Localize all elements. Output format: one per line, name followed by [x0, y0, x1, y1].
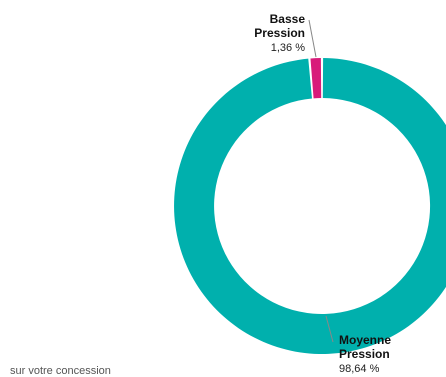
slice-value-moyenne: 98,64 % — [339, 363, 380, 375]
label-moyenne-pression: Moyenne Pression 98,64 % — [339, 333, 391, 375]
chart-caption: sur votre concession — [10, 365, 111, 377]
leader-line-moyenne-pression — [325, 315, 334, 343]
label-basse-pression: Basse Pression 1,36 % — [254, 12, 305, 54]
donut-slice-basse-pression — [310, 58, 322, 99]
leader-lines — [308, 19, 334, 343]
slice-label-basse-line2: Pression — [254, 26, 305, 40]
donut-slices — [174, 58, 446, 354]
slice-label-basse-line1: Basse — [270, 12, 306, 26]
leader-line-basse-pression — [308, 19, 317, 58]
slice-label-moyenne-line1: Moyenne — [339, 333, 391, 347]
donut-slice-moyenne-pression — [174, 58, 446, 354]
slice-value-basse: 1,36 % — [271, 42, 305, 54]
slice-label-moyenne-line2: Pression — [339, 347, 390, 361]
